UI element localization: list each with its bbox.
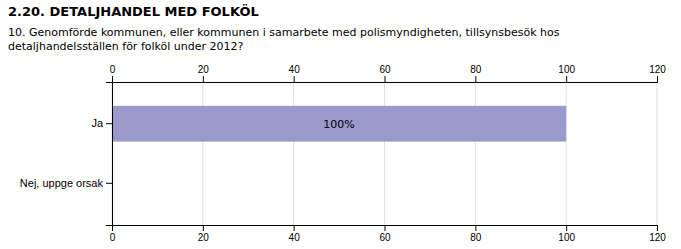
x-axis: 0 20 40 60 80 100 120: [110, 64, 667, 83]
tick: Nej, uppge orsak: [20, 177, 112, 189]
tick: 0: [110, 225, 116, 243]
subtitle: 10. Genomförde kommunen, eller kommunen …: [8, 26, 560, 53]
data-labels: 100%: [323, 118, 354, 131]
tick-label: Nej, uppge orsak: [20, 177, 104, 189]
tick-label: 40: [289, 64, 301, 75]
tick: 20: [198, 64, 210, 82]
grid: [112, 82, 657, 225]
tick: 40: [289, 64, 301, 82]
grid-line: [657, 82, 658, 225]
bars: [112, 106, 566, 142]
tick-mark: [657, 76, 658, 82]
tick-mark: [203, 225, 204, 231]
plot: 100% 0 20 40 60 80 100 120 0 20 40 60 80 100 120 Ja Nej,…: [20, 64, 666, 243]
tick-mark: [106, 123, 112, 124]
tick-label: Ja: [91, 117, 104, 129]
tick-label: 20: [198, 232, 210, 243]
grid-line: [384, 82, 385, 225]
tick-mark: [566, 76, 567, 82]
chart: 2.20. DETALJHANDEL MED FOLKÖL 10. Genomfö…: [0, 0, 681, 249]
tick: 120: [649, 64, 666, 82]
tick-label: 100: [558, 64, 575, 75]
tick-mark: [385, 76, 386, 82]
tick-label: 40: [289, 232, 301, 243]
tick-mark: [112, 76, 113, 82]
tick-mark: [106, 183, 112, 184]
tick-label: 20: [198, 64, 210, 75]
tick-label: 80: [470, 64, 482, 75]
tick-mark: [385, 225, 386, 231]
tick-mark: [475, 76, 476, 82]
x-axis: 0 20 40 60 80 100 120: [110, 225, 667, 243]
tick-mark: [203, 76, 204, 82]
tick-mark: [294, 225, 295, 231]
data-label: 100%: [323, 118, 354, 131]
tick: 0: [110, 64, 116, 82]
subtitle-line: detaljhandelsställen för folköl under 20…: [8, 40, 244, 53]
tick-label: 60: [379, 232, 391, 243]
tick-label: 60: [379, 64, 391, 75]
tick-label: 0: [110, 64, 116, 75]
grid-line: [566, 82, 567, 225]
grid-line: [475, 82, 476, 225]
tick-mark: [475, 225, 476, 231]
tick: 60: [379, 225, 391, 243]
tick: 60: [379, 64, 391, 82]
axis-line: [106, 83, 113, 226]
tick-label: 80: [470, 232, 482, 243]
tick-label: 100: [558, 232, 575, 243]
tick: 120: [649, 225, 666, 243]
tick: 100: [558, 64, 575, 82]
grid-line: [293, 82, 294, 225]
title: 2.20. DETALJHANDEL MED FOLKÖL: [8, 4, 259, 19]
tick-label: 0: [110, 232, 116, 243]
bar: [112, 106, 566, 142]
tick: 80: [470, 64, 482, 82]
tick: 20: [198, 225, 210, 243]
axis-line: [113, 226, 658, 232]
tick-mark: [294, 76, 295, 82]
y-axis: Ja Nej, uppge orsak: [20, 83, 113, 226]
tick: 80: [470, 225, 482, 243]
grid-line: [202, 82, 203, 225]
tick-mark: [566, 225, 567, 231]
axis-line: [113, 76, 658, 83]
tick-mark: [657, 225, 658, 231]
tick: 100: [558, 225, 575, 243]
tick: 40: [289, 225, 301, 243]
tick-label: 120: [649, 232, 666, 243]
tick-label: 120: [649, 64, 666, 75]
subtitle-line: 10. Genomförde kommunen, eller kommunen …: [8, 26, 560, 39]
tick: Ja: [91, 117, 112, 129]
